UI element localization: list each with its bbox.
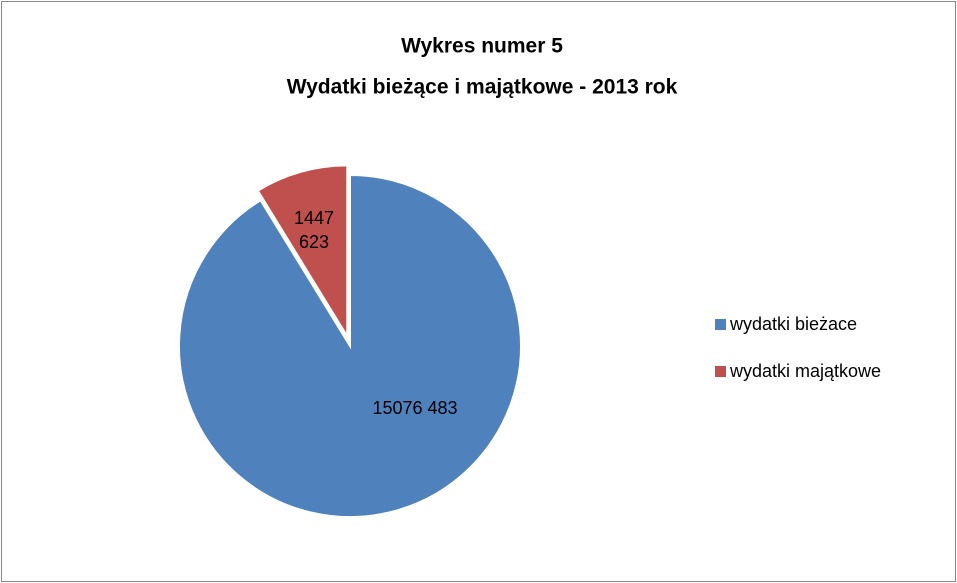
legend-swatch xyxy=(715,366,726,377)
pie-slice xyxy=(177,173,522,518)
data-label-box: 1447 623 xyxy=(293,208,335,252)
data-label: 15076 483 xyxy=(372,398,458,418)
legend-swatch xyxy=(715,319,726,330)
data-label: 1447 623 xyxy=(293,208,335,252)
chart-title: Wykres numer 5 xyxy=(401,35,563,58)
legend-label: wydatki bieżace xyxy=(729,314,857,334)
pie-slice xyxy=(256,164,349,340)
legend-label: wydatki majątkowe xyxy=(729,361,881,381)
data-label-box: 15076 483 xyxy=(372,398,458,418)
chart-subtitle: Wydatki bieżące i majątkowe - 2013 rok xyxy=(287,76,678,99)
